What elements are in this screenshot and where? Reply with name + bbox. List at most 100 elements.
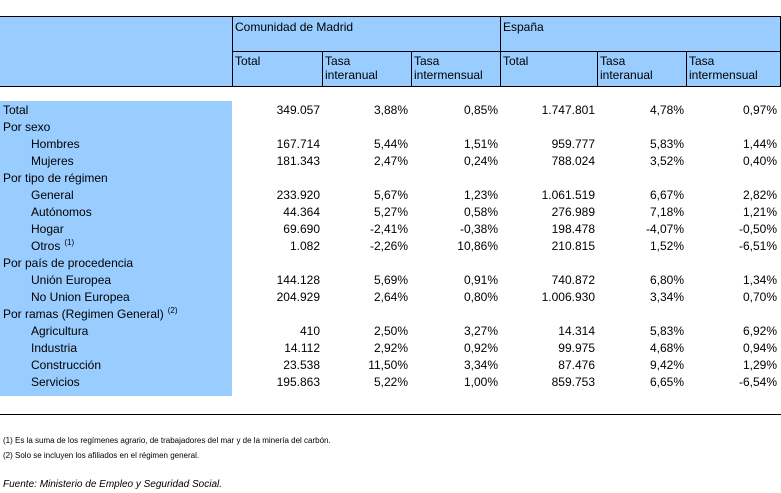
table-cell: 1,34%	[742, 273, 777, 287]
table-cell: 0,80%	[463, 290, 498, 304]
table-cell: 788.024	[551, 154, 595, 168]
row-label: Unión Europea	[31, 272, 111, 289]
table-cell: 195.863	[276, 375, 320, 389]
table-cell: 1,44%	[742, 137, 777, 151]
table-cell: 2,82%	[742, 188, 777, 202]
header-bottom-border	[0, 86, 781, 87]
col-intermensual-label: intermensual	[414, 68, 483, 82]
table-cell: 3,88%	[373, 103, 408, 117]
table-cell: 0,70%	[742, 290, 777, 304]
footnote-marker: (2)	[167, 306, 178, 315]
col-intermensual-label: intermensual	[689, 68, 758, 82]
table-cell: 276.989	[551, 205, 595, 219]
col-tasa-label: Tasa	[325, 54, 351, 68]
row-label: Otros (1)	[31, 238, 74, 255]
table-cell: 859.753	[551, 375, 595, 389]
table-row: Por sexo	[0, 119, 781, 136]
table-cell: 2,92%	[373, 341, 408, 355]
table-cell: 204.929	[276, 290, 320, 304]
table-cell: 0,97%	[742, 103, 777, 117]
col-tasa-espana: Tasa interanual	[600, 54, 653, 82]
row-label: Hogar	[31, 221, 64, 238]
table-cell: 23.538	[283, 358, 320, 372]
table-cell: 959.777	[551, 137, 595, 151]
table-cell: 0,85%	[463, 103, 498, 117]
table-cell: 210.815	[551, 239, 595, 253]
region-madrid-header: Comunidad de Madrid	[235, 20, 354, 34]
row-label: Industria	[31, 340, 77, 357]
source-note: Fuente: Ministerio de Empleo y Seguridad…	[3, 479, 223, 490]
table-row: Autónomos 44.364 5,27% 0,58% 276.989 7,18% 1,2…	[0, 204, 781, 221]
table-cell: -2,41%	[369, 222, 408, 236]
table-row: Construcción 23.538 11,50% 3,34% 87.476 9,42%…	[0, 357, 781, 374]
table-cell: 167.714	[276, 137, 320, 151]
table-cell: 0,40%	[742, 154, 777, 168]
row-label: Agricultura	[31, 323, 88, 340]
table-row: Por país de procedencia	[0, 255, 781, 272]
table-cell: -6,51%	[738, 239, 777, 253]
table-cell: 5,69%	[373, 273, 408, 287]
col-tasa-inter-espana: Tasa intermensual	[689, 54, 758, 82]
col-interanual-label: interanual	[600, 68, 653, 82]
row-label-text: Por país de procedencia	[3, 256, 134, 270]
table-cell: 5,44%	[373, 137, 408, 151]
table-cell: 1,00%	[463, 375, 498, 389]
row-label: Servicios	[31, 374, 80, 391]
table-cell: 1.061.519	[541, 188, 595, 202]
row-label-text: Industria	[31, 341, 78, 355]
table-cell: -0,38%	[459, 222, 498, 236]
table-cell: 7,18%	[649, 205, 684, 219]
row-label-text: Por sexo	[3, 120, 51, 134]
table-cell: 6,92%	[742, 324, 777, 338]
table-cell: 3,34%	[649, 290, 684, 304]
table-cell: 87.476	[558, 358, 595, 372]
row-label: Mujeres	[31, 153, 74, 170]
region-espana-header: España	[503, 20, 544, 34]
table-cell: 1,23%	[463, 188, 498, 202]
table-row: Unión Europea 144.128 5,69% 0,91% 740.872 6,8…	[0, 272, 781, 289]
table-cell: -6,54%	[738, 375, 777, 389]
footnote-2: (2) Solo se incluyen los afiliados en el…	[3, 451, 200, 460]
table-cell: -2,26%	[369, 239, 408, 253]
table-cell: 2,50%	[373, 324, 408, 338]
table-row: General 233.920 5,67% 1,23% 1.061.519 6,67% 2,…	[0, 187, 781, 204]
table-cell: 0,92%	[463, 341, 498, 355]
table-cell: 2,47%	[373, 154, 408, 168]
table-row: Hombres 167.714 5,44% 1,51% 959.777 5,83% 1,44…	[0, 136, 781, 153]
table-cell: 181.343	[276, 154, 320, 168]
table-cell: 198.478	[551, 222, 595, 236]
row-label-text: Hombres	[31, 137, 80, 151]
row-label-text: Agricultura	[31, 324, 89, 338]
table-cell: 3,34%	[463, 358, 498, 372]
row-label: Hombres	[31, 136, 80, 153]
table-cell: 5,83%	[649, 324, 684, 338]
label-column	[0, 101, 232, 396]
row-label-text: Construcción	[31, 358, 102, 372]
footnote-marker: (1)	[64, 238, 75, 247]
table-cell: 0,58%	[463, 205, 498, 219]
header-divider	[322, 51, 323, 86]
table-cell: 144.128	[276, 273, 320, 287]
table-row: No Union Europea 204.929 2,64% 0,80% 1.006.9…	[0, 289, 781, 306]
row-label-text: Otros	[31, 239, 61, 253]
row-label-text: Unión Europea	[31, 273, 112, 287]
col-tasa-inter-madrid: Tasa intermensual	[414, 54, 483, 82]
row-label: Por ramas (Regimen General) (2)	[3, 306, 178, 323]
table-cell: 740.872	[551, 273, 595, 287]
table-cell: 14.112	[284, 341, 320, 355]
table-cell: 5,22%	[373, 375, 408, 389]
row-label: Por tipo de régimen	[3, 170, 108, 187]
row-label-text: Total	[3, 103, 29, 117]
table-cell: 5,83%	[649, 137, 684, 151]
row-label-text: General	[31, 188, 74, 202]
col-tasa-label: Tasa	[689, 54, 715, 68]
table-row: Mujeres 181.343 2,47% 0,24% 788.024 3,52% 0,40…	[0, 153, 781, 170]
table-cell: 3,27%	[463, 324, 498, 338]
table-cell: 0,91%	[463, 273, 498, 287]
table-bottom-border	[0, 414, 781, 415]
table-cell: 99.975	[558, 341, 595, 355]
row-label: Total	[3, 102, 28, 119]
table-row: Industria 14.112 2,92% 0,92% 99.975 4,68% 0,94…	[0, 340, 781, 357]
table-cell: 0,94%	[742, 341, 777, 355]
col-interanual-label: interanual	[325, 68, 378, 82]
